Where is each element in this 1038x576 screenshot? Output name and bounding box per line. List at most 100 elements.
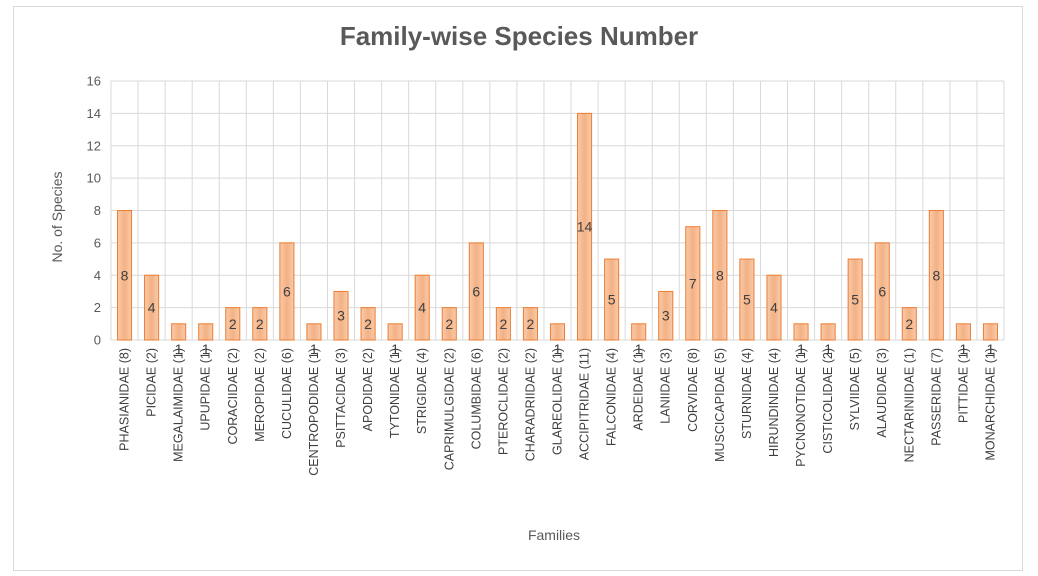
y-tick-label: 6 <box>94 235 101 250</box>
x-tick-label: PHASIANIDAE (8) <box>118 348 132 451</box>
bar <box>279 242 295 341</box>
data-label: 5 <box>851 292 859 308</box>
data-label: 6 <box>878 283 886 299</box>
data-label: 8 <box>121 267 129 283</box>
data-label: 1 <box>635 341 643 357</box>
bar <box>306 323 322 341</box>
x-tick-label: MEGALAIMIDAE (1) <box>172 348 186 462</box>
bar <box>955 323 971 341</box>
bars <box>116 112 999 341</box>
data-label: 3 <box>662 308 670 324</box>
bar-chart: Family-wise Species Number 0246810121416… <box>49 21 1005 543</box>
gridlines <box>110 80 1005 341</box>
bar <box>116 210 133 341</box>
bar <box>766 274 782 341</box>
x-tick-label: PICIDAE (2) <box>145 348 159 417</box>
y-tick-label: 4 <box>94 268 101 283</box>
bar <box>631 323 647 341</box>
bar <box>441 307 457 341</box>
bar <box>522 307 538 341</box>
data-label: 1 <box>797 341 805 357</box>
x-tick-label: PYCNONOTIDAE (1) <box>794 348 808 467</box>
bar <box>685 226 701 341</box>
x-tick-label: SYLVIIDAE (5) <box>848 348 862 430</box>
bar <box>793 323 809 341</box>
x-tick-label: TYTONIDAE (1) <box>388 348 402 438</box>
data-label: 2 <box>527 316 535 332</box>
bar <box>712 210 728 341</box>
bar <box>658 290 674 341</box>
y-tick-label: 14 <box>87 106 101 121</box>
bar <box>549 323 566 341</box>
data-label: 7 <box>689 275 697 291</box>
bar <box>171 323 187 341</box>
x-tick-label: CHARADRIIDAE (2) <box>523 348 537 461</box>
y-tick-label: 8 <box>94 203 101 218</box>
bar <box>225 307 241 341</box>
data-label: 8 <box>716 267 724 283</box>
x-tick-label: PSITTACIDAE (3) <box>334 348 348 448</box>
x-tick-label: UPUPIDAE (1) <box>199 348 213 431</box>
data-label: 1 <box>310 341 318 357</box>
bar <box>847 258 863 341</box>
x-tick-label: CORACIIDAE (2) <box>226 348 240 445</box>
bar <box>360 307 376 341</box>
chart-frame: Family-wise Species Number 0 2 4 6 8 10 12 14 16… <box>13 6 1023 571</box>
data-label: 1 <box>554 341 562 357</box>
x-tick-label: NECTARINIIDAE (1) <box>902 348 916 462</box>
chart-title: Family-wise Species Number <box>340 21 698 51</box>
data-label: 8 <box>932 267 940 283</box>
bar <box>820 323 836 341</box>
x-tick-label: GLAREOLIDAE (1) <box>551 348 565 455</box>
bar <box>901 307 917 341</box>
data-label: 1 <box>824 341 832 357</box>
bar <box>874 242 890 341</box>
bar <box>928 210 944 341</box>
data-label: 4 <box>418 300 426 316</box>
data-label: 1 <box>175 341 183 357</box>
x-tick-label: MEROPIDAE (2) <box>253 348 267 442</box>
data-label: 2 <box>445 316 453 332</box>
data-label: 1 <box>391 341 399 357</box>
y-tick-label: 10 <box>87 171 101 186</box>
bar <box>144 274 160 341</box>
y-tick-label: 0 <box>94 333 101 348</box>
x-tick-label: CUCULIDAE (6) <box>280 348 294 439</box>
data-label: 1 <box>202 341 210 357</box>
x-tick-label: PASSERIDAE (7) <box>929 348 943 446</box>
data-label: 2 <box>229 316 237 332</box>
x-tick-label: CAPRIMULGIDAE (2) <box>442 348 456 470</box>
x-tick-label: MONARCHIDAE (1) <box>983 348 997 461</box>
data-label: 4 <box>770 300 778 316</box>
bar <box>414 274 430 341</box>
x-axis-categories: PHASIANIDAE (8) PICIDAE (2) MEGALAIMIDAE (… <box>118 348 998 476</box>
data-label: 14 <box>577 219 593 235</box>
bar <box>604 258 620 341</box>
y-tick-label: 12 <box>87 138 101 153</box>
x-tick-label: PITTIDAE (1) <box>956 348 970 423</box>
data-label: 2 <box>256 316 264 332</box>
y-tick-label: 2 <box>94 300 101 315</box>
x-tick-label: STRIGIDAE (4) <box>415 348 429 434</box>
y-axis-title: No. of Species <box>49 171 65 262</box>
bar <box>495 307 511 341</box>
x-tick-label: PTEROCLIDAE (2) <box>496 348 510 455</box>
data-label: 1 <box>960 341 968 357</box>
x-tick-label: ARDEIDAE (1) <box>632 348 646 431</box>
x-tick-label: HIRUNDINIDAE (4) <box>767 348 781 457</box>
x-tick-label: CISTICOLIDAE (2) <box>821 348 835 454</box>
x-tick-label: ACCIPITRIDAE (11) <box>578 348 592 460</box>
data-label: 3 <box>337 308 345 324</box>
bar <box>739 258 755 341</box>
x-axis-title: Families <box>528 527 580 543</box>
y-tick-label: 16 <box>87 74 101 89</box>
data-label: 5 <box>608 292 616 308</box>
bar <box>387 323 403 341</box>
data-label: 4 <box>148 300 156 316</box>
data-label: 2 <box>364 316 372 332</box>
x-tick-label: ALAUDIDAE (3) <box>875 348 889 438</box>
x-tick-label: CORVIDAE (8) <box>686 348 700 432</box>
y-axis-ticks: 0 2 4 6 8 10 12 14 16 <box>87 74 101 348</box>
bar <box>468 242 484 341</box>
